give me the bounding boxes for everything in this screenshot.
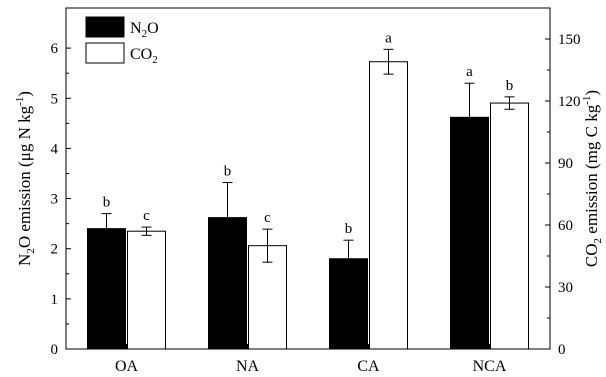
y-left-tick-label: 2 (51, 242, 59, 258)
y-right-tick-label: 90 (558, 156, 573, 172)
x-axis-ticks: OA NA CA NCA (115, 344, 507, 375)
error-bars (101, 48, 515, 278)
y-axis-right-label: CO2 emission (mg C kg-1) (581, 90, 604, 267)
significance-letter: a (466, 64, 473, 80)
y-right-label-sub: 2 (592, 238, 604, 244)
legend-label-text: CO (130, 46, 152, 63)
y-left-tick-label: 6 (51, 41, 59, 57)
legend-label-text: N (130, 20, 142, 37)
left-axis-ticks: 0 1 2 3 4 5 6 (51, 41, 71, 358)
significance-letter: a (385, 30, 392, 46)
x-tick-label: CA (357, 358, 380, 375)
bar-co2 (248, 245, 287, 350)
right-axis-ticks: 0 30 60 90 120 150 (545, 7, 581, 358)
significance-letter: b (103, 195, 111, 211)
significance-letter: b (345, 221, 353, 237)
x-tick-label: NA (236, 358, 260, 375)
significance-letter: b (224, 164, 232, 180)
y-left-tick-label: 5 (51, 91, 59, 107)
legend-label-sub: 2 (142, 28, 148, 40)
y-left-label-part: ) (15, 91, 34, 97)
y-right-tick-label: 30 (558, 280, 573, 296)
significance-letters: b c b c b a a b (103, 30, 514, 237)
y-left-label-part: N (15, 254, 34, 266)
legend-label-text: O (147, 20, 159, 37)
y-right-tick-label: 120 (558, 94, 581, 110)
legend-label: CO2 (130, 46, 158, 66)
bar-co2 (127, 230, 166, 350)
bar-n2o (87, 228, 126, 350)
significance-letter: b (506, 78, 514, 94)
y-right-tick-label: 0 (558, 342, 566, 358)
bar-co2 (490, 102, 529, 350)
y-left-tick-label: 3 (51, 192, 59, 208)
y-right-label-sup: -1 (581, 96, 593, 105)
y-right-tick-label: 60 (558, 218, 573, 234)
y-right-label-part: emission (mg C kg (582, 104, 601, 238)
y-right-label-part: CO (582, 243, 601, 267)
bar-co2 (369, 61, 408, 350)
y-left-label-sup: -1 (14, 97, 26, 106)
bars (87, 61, 529, 350)
y-left-tick-label: 1 (51, 292, 59, 308)
significance-letter: c (264, 210, 271, 226)
y-left-tick-label: 4 (51, 141, 59, 157)
plot-frame (65, 7, 551, 350)
y-right-label-part: ) (582, 90, 601, 96)
legend-label-sub: 2 (152, 54, 158, 66)
x-tick-label: NCA (473, 358, 507, 375)
bar-n2o (450, 116, 489, 350)
legend-label: N2O (130, 20, 159, 40)
y-left-tick-label: 0 (51, 342, 59, 358)
legend-swatch (85, 42, 125, 64)
y-axis-left-label: N2O emission (μg N kg-1) (14, 91, 37, 266)
legend-swatch (85, 16, 125, 38)
y-right-tick-label: 150 (558, 32, 581, 48)
y-left-label-part: O emission (μg N kg (15, 105, 34, 248)
y-left-label-sub: 2 (25, 248, 37, 254)
x-tick-label: OA (115, 358, 139, 375)
significance-letter: c (143, 208, 150, 224)
